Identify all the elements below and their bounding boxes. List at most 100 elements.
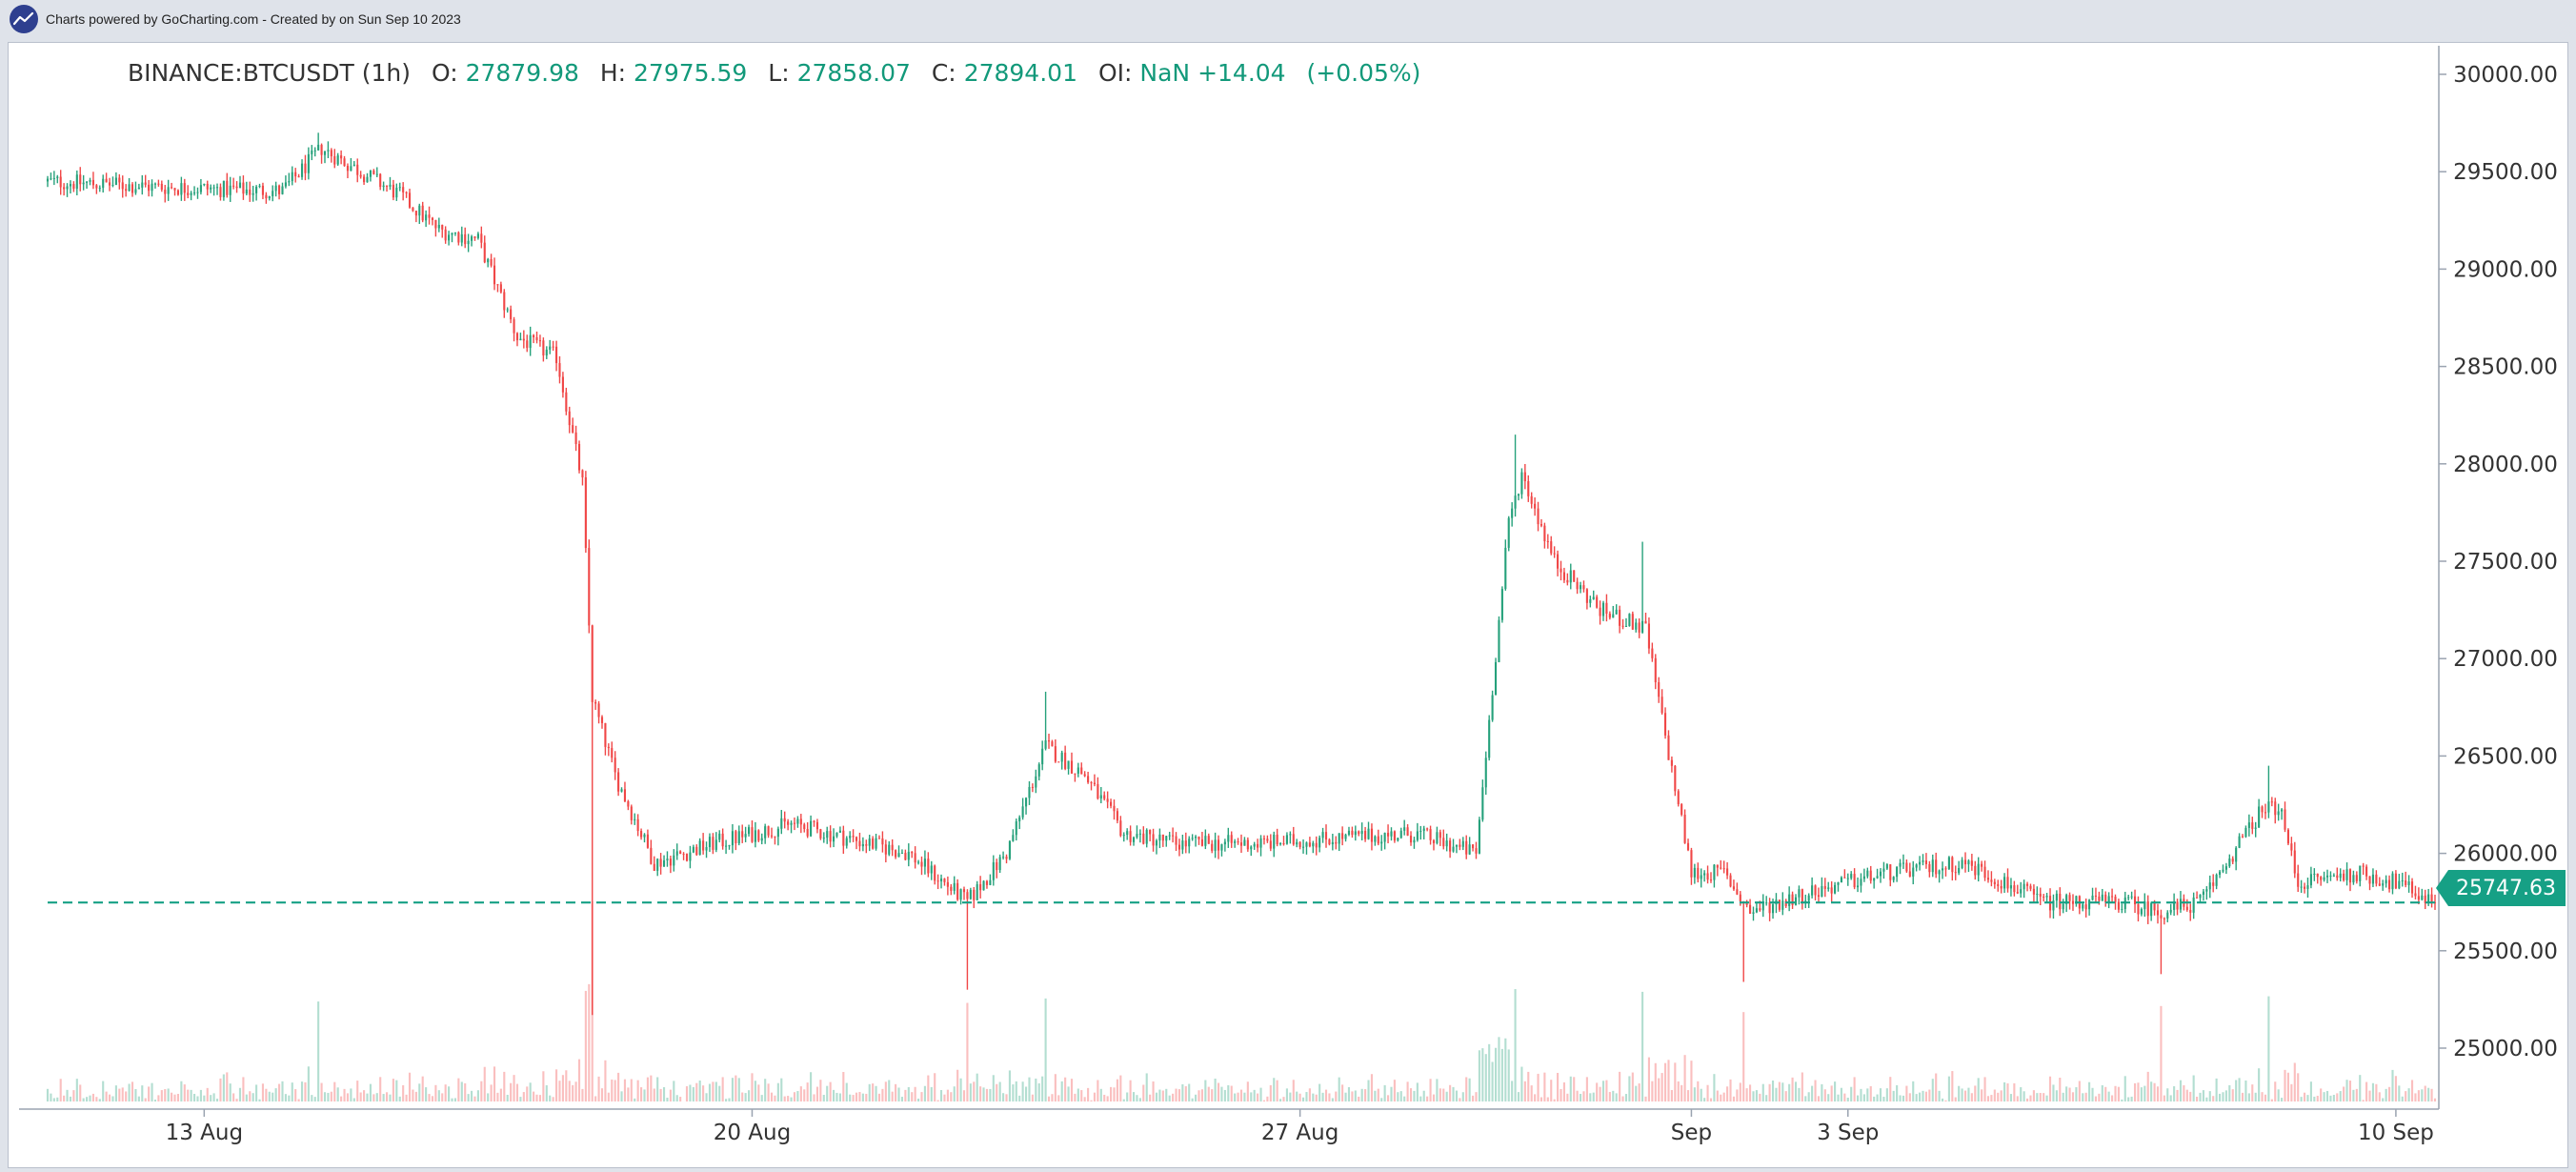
volume-bar xyxy=(1553,1099,1556,1101)
candle-body xyxy=(1569,570,1572,583)
volume-bar xyxy=(1862,1094,1865,1101)
volume-bar xyxy=(323,1092,327,1101)
candle-body xyxy=(2094,895,2098,897)
volume-bar xyxy=(1963,1090,1967,1101)
candle-body xyxy=(2388,879,2391,890)
volume-bar xyxy=(1181,1083,1184,1101)
volume-bar xyxy=(281,1081,284,1101)
volume-bar xyxy=(923,1085,926,1101)
volume-bar xyxy=(1060,1081,1063,1101)
volume-bar xyxy=(966,1002,969,1101)
candle-body xyxy=(1279,843,1282,845)
volume-bar xyxy=(829,1081,832,1101)
volume-bar xyxy=(1821,1083,1823,1101)
volume-bar xyxy=(121,1087,124,1101)
volume-bar xyxy=(2241,1092,2244,1101)
candle-body xyxy=(774,836,776,838)
candle-body xyxy=(272,191,274,196)
candle-body xyxy=(346,166,350,172)
candle-body xyxy=(1599,607,1601,616)
volume-bar xyxy=(728,1098,731,1101)
candle-body xyxy=(59,176,62,188)
candle-body xyxy=(790,822,793,825)
candle-body xyxy=(1993,881,1996,884)
volume-bar xyxy=(490,1084,493,1101)
candle-body xyxy=(1301,846,1305,848)
volume-bar xyxy=(304,1081,307,1101)
volume-bar xyxy=(2247,1093,2250,1101)
candle-body xyxy=(735,831,737,844)
volume-bar xyxy=(1217,1082,1220,1101)
volume-bar xyxy=(1596,1082,1599,1101)
candle-body xyxy=(141,182,144,188)
candle-body xyxy=(833,836,835,842)
volume-bar xyxy=(2398,1085,2401,1101)
candle-body xyxy=(1882,868,1885,872)
volume-bar xyxy=(1775,1087,1778,1101)
volume-bar xyxy=(1321,1092,1324,1101)
volume-bar xyxy=(2065,1086,2068,1101)
candle-body xyxy=(895,850,897,858)
candle-body xyxy=(121,182,124,190)
candle-body xyxy=(1099,795,1102,799)
candle-body xyxy=(1908,871,1911,877)
volume-bar xyxy=(2405,1091,2407,1101)
candle-body xyxy=(1021,806,1024,818)
candle-body xyxy=(1386,833,1390,837)
candle-body xyxy=(620,789,623,792)
candle-body xyxy=(1370,828,1373,842)
volume-bar xyxy=(487,1093,490,1101)
volume-bar xyxy=(2355,1088,2358,1101)
candle-body xyxy=(379,173,382,188)
volume-bar xyxy=(1161,1090,1164,1101)
volume-bar xyxy=(366,1093,369,1101)
volume-bar xyxy=(2352,1089,2355,1101)
volume-bar xyxy=(1406,1081,1409,1101)
candle-body xyxy=(640,831,643,838)
volume-bar xyxy=(1070,1079,1074,1101)
volume-bar xyxy=(659,1088,662,1101)
candle-body xyxy=(1090,782,1093,784)
volume-bar xyxy=(1866,1088,1869,1101)
candle-body xyxy=(2039,893,2042,897)
candle-body xyxy=(1924,860,1927,864)
candle-body xyxy=(1709,879,1713,881)
volume-bar xyxy=(1064,1077,1067,1101)
volume-bar xyxy=(914,1086,916,1101)
volume-bar xyxy=(499,1088,502,1101)
volume-bar xyxy=(1601,1081,1605,1101)
candle-body xyxy=(2332,875,2335,877)
volume-bar xyxy=(600,1088,604,1101)
volume-bar xyxy=(1736,1089,1739,1101)
candle-body xyxy=(934,865,936,881)
candle-body xyxy=(705,847,708,851)
candle-body xyxy=(2212,882,2215,886)
volume-bar xyxy=(572,1084,574,1101)
candle-body xyxy=(385,185,389,187)
candle-body xyxy=(1374,836,1377,842)
volume-bar xyxy=(1517,1092,1520,1101)
volume-bar xyxy=(1031,1094,1034,1101)
candle-body xyxy=(1752,912,1755,914)
candle-body xyxy=(402,187,405,192)
symbol-label: BINANCE:BTCUSDT (1h) xyxy=(128,59,412,87)
volume-bar xyxy=(574,1081,577,1101)
candle-body xyxy=(255,186,258,193)
volume-bar xyxy=(737,1078,740,1101)
volume-bar xyxy=(838,1093,841,1101)
volume-bar xyxy=(1498,1037,1500,1101)
volume-bar xyxy=(1504,1038,1507,1101)
volume-bar xyxy=(1986,1096,1990,1101)
volume-bar xyxy=(108,1094,111,1101)
candle-body xyxy=(1511,508,1514,518)
candle-body xyxy=(2153,902,2156,911)
volume-bar xyxy=(1015,1081,1017,1101)
candle-body xyxy=(2006,877,2009,889)
volume-bar xyxy=(2163,1095,2165,1101)
candle-body xyxy=(1902,862,1905,864)
candle-body xyxy=(2140,909,2143,915)
candle-body xyxy=(2274,801,2277,816)
candle-body xyxy=(1749,904,1752,914)
volume-bar xyxy=(1488,1043,1491,1101)
